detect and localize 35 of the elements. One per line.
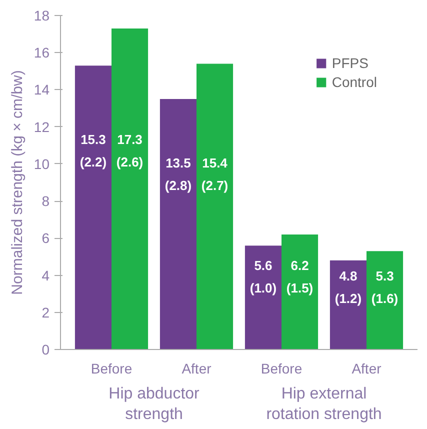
bar [330,260,366,350]
data-label: 4.8 (1.2) [334,268,362,306]
bar [74,66,112,350]
legend-label: Control [332,74,377,90]
bar [244,246,282,350]
bar [196,64,234,350]
y-tick-label: 16 [34,44,50,61]
bar [112,28,148,350]
y-tick-label: 4 [42,267,50,284]
data-label: 6.2 (1.5) [286,258,314,296]
y-tick-label: 18 [34,8,50,24]
y-tick-label: 6 [42,230,50,246]
bar [160,99,196,350]
x-tick-label: Before [260,360,302,376]
x-tick-label: After [182,360,212,376]
data-label: 5.3 (1.6) [371,268,398,306]
x-tick-label: Before [90,360,132,376]
legend-label: PFPS [332,55,368,71]
data-label: 15.4 (2.7) [201,155,228,193]
bar [366,251,404,350]
data-label: 13.5 (2.8) [164,155,192,193]
data-label: 5.6 (1.0) [250,258,277,296]
text: Hip external rotation strength [266,386,382,423]
data-label: 17.3 (2.6) [116,132,144,170]
y-tick-label: 12 [34,118,50,135]
y-axis-title: Normalized strength (kg × cm/bw) [8,70,26,295]
bar [282,234,318,350]
y-tick-label: 14 [34,82,50,98]
y-tick-label: 10 [34,156,50,172]
data-label: 15.3 (2.2) [80,132,107,170]
y-tick-label: 2 [42,304,50,320]
text: Hip abductor strength [108,386,200,423]
x-tick-label: After [352,360,382,376]
y-tick-label: 0 [42,342,50,358]
y-tick-label: 8 [42,193,50,210]
